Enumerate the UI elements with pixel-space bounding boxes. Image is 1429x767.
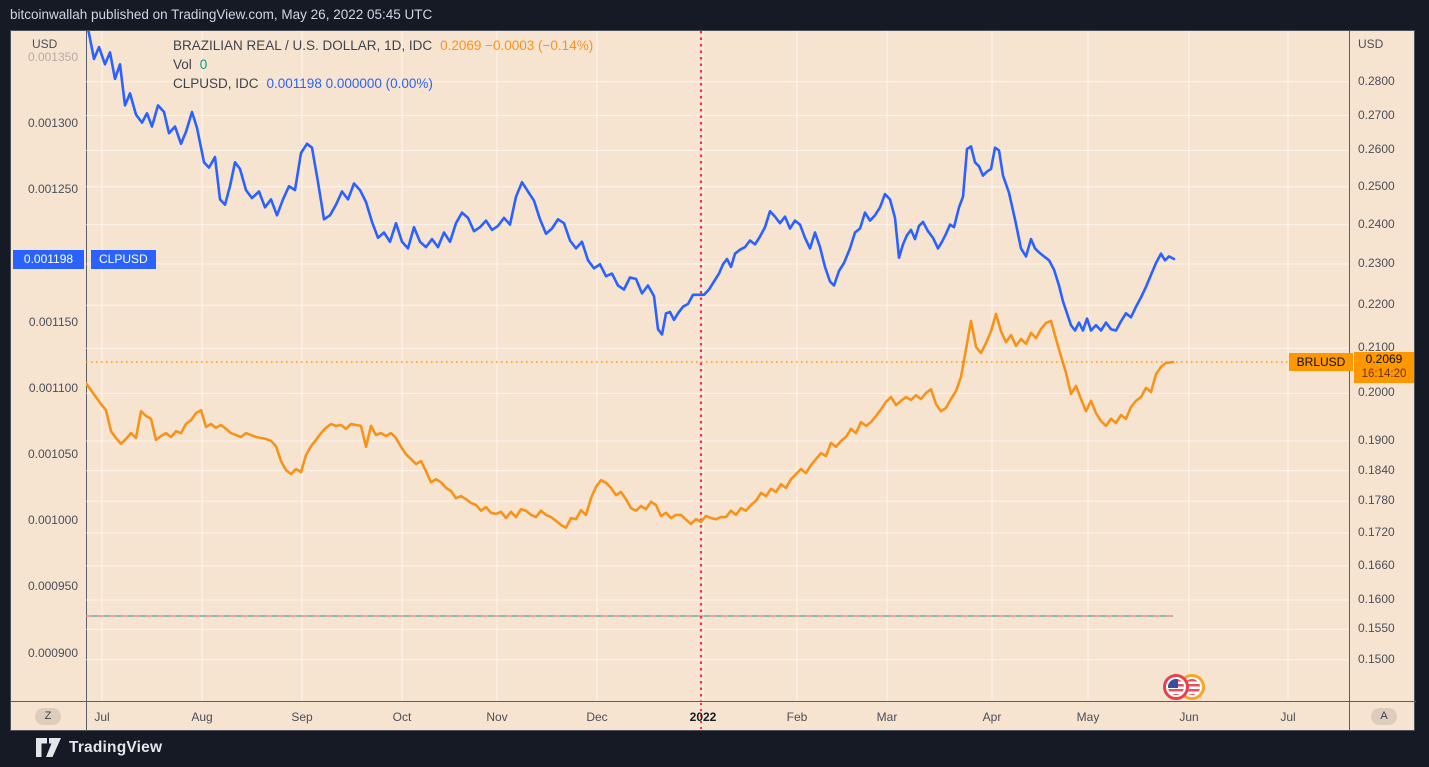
axis-separator bbox=[86, 702, 87, 732]
right-axis-tick: 0.2600 bbox=[1358, 142, 1395, 157]
timezone-button[interactable]: Z bbox=[35, 708, 61, 725]
time-axis-label-jul: Jul bbox=[1280, 710, 1296, 724]
flag-canton bbox=[1168, 679, 1178, 688]
legend-row-volume[interactable]: Vol 0 bbox=[173, 55, 593, 74]
time-axis-label-may: May bbox=[1076, 710, 1100, 724]
chart-plot-area[interactable]: BRAZILIAN REAL / U.S. DOLLAR, 1D, IDC 0.2… bbox=[86, 31, 1353, 701]
time-axis-label-jul: Jul bbox=[94, 710, 110, 724]
time-axis-label-sep: Sep bbox=[291, 710, 313, 724]
attribution-text: bitcoinwallah published on TradingView.c… bbox=[10, 7, 433, 22]
volume-label: Vol bbox=[173, 57, 192, 72]
brlusd-line-series[interactable] bbox=[86, 312, 1175, 530]
left-price-axis[interactable]: USD 0.001198 0.001350 0.001300 0.001250 0.0… bbox=[11, 31, 87, 701]
time-axis[interactable]: Z A Jul Aug Sep Oct Nov Dec 2022 Feb Mar Apr May Ju… bbox=[11, 701, 1416, 732]
left-axis-tick: 0.001350 bbox=[27, 49, 78, 64]
right-axis-tick: 0.1900 bbox=[1358, 432, 1395, 447]
time-axis-label-feb: Feb bbox=[786, 710, 808, 724]
brlusd-series-tag: BRLUSD bbox=[1289, 353, 1353, 371]
legend-row-clpusd[interactable]: CLPUSD, IDC 0.001198 0.000000 (0.00%) bbox=[173, 74, 593, 93]
time-axis-label-2022: 2022 bbox=[689, 710, 717, 724]
left-axis-tick: 0.000900 bbox=[27, 645, 78, 660]
right-axis-tick: 0.2000 bbox=[1358, 385, 1395, 400]
time-axis-label-apr: Apr bbox=[982, 710, 1002, 724]
tradingview-brand-link[interactable]: TradingView bbox=[36, 738, 162, 757]
clpusd-symbol-title: CLPUSD, IDC bbox=[173, 76, 259, 91]
brlusd-values: 0.2069 −0.0003 (−0.14%) bbox=[440, 38, 594, 53]
left-axis-tick: 0.001000 bbox=[27, 513, 78, 528]
attribution-bar: bitcoinwallah published on TradingView.c… bbox=[0, 0, 1429, 30]
clpusd-series-tag: CLPUSD bbox=[91, 250, 156, 269]
left-axis-unit: USD bbox=[32, 37, 58, 51]
legend-row-brlusd[interactable]: BRAZILIAN REAL / U.S. DOLLAR, 1D, IDC 0.2… bbox=[173, 36, 593, 55]
chart-panel: USD 0.001198 0.001350 0.001300 0.001250 0.0… bbox=[10, 30, 1417, 732]
time-axis-label-aug: Aug bbox=[191, 710, 213, 724]
clpusd-values: 0.001198 0.000000 (0.00%) bbox=[266, 76, 433, 91]
chart-legend: BRAZILIAN REAL / U.S. DOLLAR, 1D, IDC 0.2… bbox=[173, 36, 593, 93]
clpusd-line-series[interactable] bbox=[87, 31, 1176, 336]
brlusd-symbol-title: BRAZILIAN REAL / U.S. DOLLAR, 1D, IDC bbox=[173, 38, 433, 53]
time-axis-label-jun: Jun bbox=[1179, 710, 1199, 724]
right-axis-tick: 0.2800 bbox=[1358, 73, 1395, 88]
axis-separator bbox=[1349, 702, 1350, 732]
right-axis-tick: 0.1780 bbox=[1358, 493, 1395, 508]
right-axis-tick: 0.1600 bbox=[1358, 592, 1395, 607]
right-axis-tick: 0.1720 bbox=[1358, 525, 1395, 540]
right-axis-tick: 0.1550 bbox=[1358, 621, 1395, 636]
time-axis-label-oct: Oct bbox=[392, 710, 412, 724]
clpusd-price-label: 0.001198 bbox=[13, 250, 84, 269]
tradingview-logo-icon bbox=[36, 738, 61, 757]
auto-scale-button[interactable]: A bbox=[1371, 708, 1397, 725]
right-axis-tick: 0.2300 bbox=[1358, 255, 1395, 270]
tradingview-brand-text: TradingView bbox=[69, 738, 163, 756]
left-axis-tick: 0.001300 bbox=[27, 115, 78, 130]
right-axis-tick: 0.1660 bbox=[1358, 557, 1395, 572]
time-axis-label-mar: Mar bbox=[876, 710, 898, 724]
right-axis-tick: 0.2100 bbox=[1358, 340, 1395, 355]
left-axis-tick: 0.000950 bbox=[27, 579, 78, 594]
price-chart-canvas[interactable] bbox=[86, 31, 1349, 701]
right-price-axis[interactable]: USD 0.2069 16:14:20 0.2800 0.2700 0.2600 0.… bbox=[1349, 31, 1417, 701]
footer-bar: TradingView bbox=[0, 731, 1429, 767]
right-axis-unit: USD bbox=[1358, 37, 1384, 51]
right-axis-tick: 0.2700 bbox=[1358, 107, 1395, 122]
left-axis-tick: 0.001050 bbox=[27, 447, 78, 462]
bar-countdown-timer: 16:14:20 bbox=[1361, 368, 1407, 380]
left-axis-tick: 0.001250 bbox=[27, 182, 78, 197]
right-axis-tick: 0.1500 bbox=[1358, 651, 1395, 666]
left-axis-tick: 0.001150 bbox=[28, 314, 78, 329]
volume-value: 0 bbox=[199, 57, 208, 72]
time-axis-label-nov: Nov bbox=[486, 710, 508, 724]
brlusd-price-label: 0.2069 16:14:20 bbox=[1354, 352, 1414, 383]
right-axis-tick: 0.2400 bbox=[1358, 216, 1395, 231]
us-flag-icon bbox=[1163, 674, 1189, 700]
left-axis-tick: 0.001100 bbox=[28, 380, 78, 395]
right-axis-tick: 0.1840 bbox=[1358, 462, 1395, 477]
right-axis-tick: 0.2200 bbox=[1358, 297, 1395, 312]
right-axis-tick: 0.2500 bbox=[1358, 178, 1395, 193]
red-dotted-line-extension bbox=[700, 703, 702, 731]
time-axis-label-dec: Dec bbox=[586, 710, 608, 724]
flag-stripes bbox=[1168, 679, 1184, 695]
brlusd-price-value: 0.2069 bbox=[1365, 352, 1403, 366]
